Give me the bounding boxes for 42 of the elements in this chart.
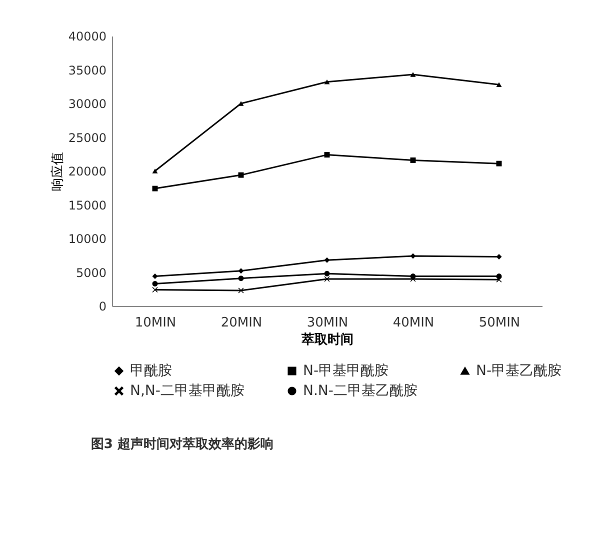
point [152,168,158,174]
point [410,253,416,259]
point [152,186,158,192]
y-tick-label: 25000 [68,130,106,145]
point [496,160,502,166]
text: 图3 超声时间对萃取效率的影响 [90,436,274,452]
point [152,274,158,280]
point [238,268,244,274]
point [496,274,502,280]
legend-label: N-甲基乙酰胺 [476,363,562,379]
point [324,276,330,282]
legend-label: N-甲基甲酰胺 [303,363,389,379]
legend-label: N,N-二甲基甲酰胺 [130,383,244,399]
point [324,152,330,158]
y-axis-title: 响应值 [49,152,66,191]
point [410,157,416,163]
x-axis-title: 萃取时间 [300,332,354,348]
y-tick-label: 40000 [68,30,106,44]
x-tick-label: 30MIN [306,316,348,330]
x-tick-label: 20MIN [220,316,262,330]
legend-label: N.N-二甲基乙酰胺 [303,383,418,399]
y-tick-label: 30000 [68,97,106,111]
point [238,288,244,294]
point [324,257,330,263]
point [238,276,244,282]
y-tick-label: 10000 [68,232,106,246]
x-tick-label: 40MIN [392,316,434,330]
x-tick-label: 50MIN [478,316,520,330]
point [238,172,244,178]
point [496,82,502,87]
y-tick-label: 0 [98,300,106,314]
x-tick-label: 10MIN [134,316,176,330]
point [324,270,330,276]
y-tick-label: 20000 [68,164,106,178]
y-tick-label: 5000 [76,266,106,280]
y-tick-label: 15000 [68,198,106,212]
legend-label: 甲酰胺 [130,363,172,379]
point [152,280,158,286]
point [324,80,330,84]
point [152,287,158,293]
point [410,72,416,77]
y-tick-label: 35000 [68,63,106,78]
